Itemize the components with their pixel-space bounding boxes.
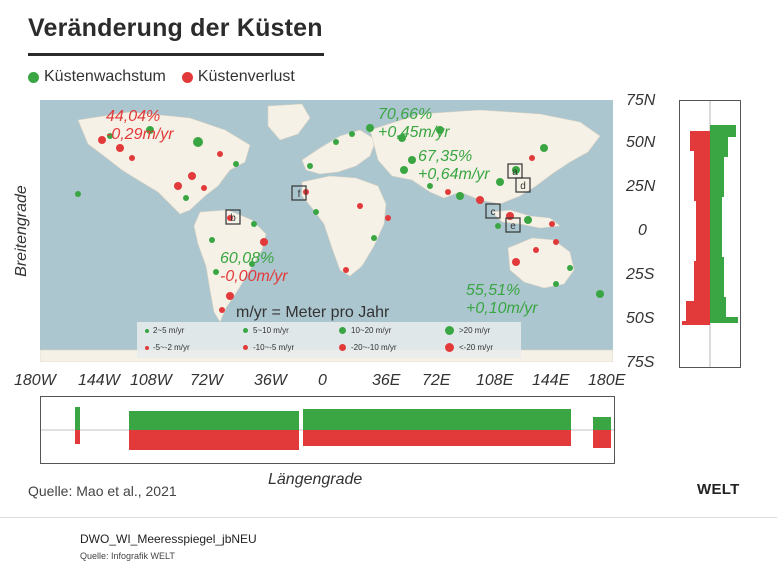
mag-loss-1: -5~-2 m/yr <box>153 343 190 352</box>
red-dot-icon <box>181 71 193 83</box>
region-box-f <box>291 185 307 201</box>
mag-dot-loss-4 <box>445 343 454 352</box>
annotation-eurasia: 70,66% +0,45m/yr <box>378 106 450 142</box>
lon-tick-144w: 144W <box>78 372 120 389</box>
region-label-b: b <box>230 213 236 224</box>
mag-dot-growth-3 <box>339 327 346 334</box>
lon-tick-180w: 180W <box>14 372 56 389</box>
mag-growth-3: 10~20 m/yr <box>351 326 392 335</box>
legend-growth: Küstenwachstum <box>28 68 166 86</box>
lat-tick-50n: 50N <box>626 134 656 151</box>
longitude-profile-red <box>75 430 611 450</box>
annotation-asia: 67,35% +0,64m/yr <box>418 148 490 184</box>
x-axis-label: Längengrade <box>268 471 363 488</box>
mag-dot-growth-1 <box>145 329 149 333</box>
longitude-profile-panel <box>40 396 615 464</box>
legend-loss-label: Küstenverlust <box>197 68 295 85</box>
lon-tick-108e: 108E <box>476 372 514 389</box>
latitude-profile-green <box>710 125 738 323</box>
australia-shape <box>507 237 575 289</box>
region-box-a <box>507 163 523 179</box>
mag-dot-loss-3 <box>339 344 346 351</box>
rate-asia: +0,64m/yr <box>418 166 490 183</box>
pct-asia: 67,35% <box>418 148 473 165</box>
region-label-e: e <box>510 221 516 232</box>
rate-south-america: -0,00m/yr <box>220 268 288 285</box>
region-label-c: c <box>491 207 496 218</box>
latitude-profile-svg <box>682 101 738 367</box>
mag-loss-4: <-20 m/yr <box>459 343 494 352</box>
lat-tick-25s: 25S <box>626 266 655 283</box>
mag-dot-loss-1 <box>145 346 149 350</box>
y-axis-label: Breitengrade <box>13 185 30 277</box>
greenland-shape <box>267 103 311 141</box>
lon-tick-144e: 144E <box>532 372 570 389</box>
lon-tick-36e: 36E <box>372 372 401 389</box>
legend-growth-label: Küstenwachstum <box>44 68 166 85</box>
pct-australia: 55,51% <box>466 282 521 299</box>
africa-shape <box>301 175 387 277</box>
mag-dot-loss-2 <box>243 345 248 350</box>
divider <box>0 517 777 518</box>
legend-loss: Küstenverlust <box>181 68 295 86</box>
pct-eurasia: 70,66% <box>378 106 433 123</box>
region-label-a: a <box>512 167 518 178</box>
lon-tick-0: 0 <box>318 372 327 389</box>
lon-tick-36w: 36W <box>254 372 287 389</box>
longitude-profile-svg <box>41 407 614 450</box>
magnitude-legend: 2~5 m/yr 5~10 m/yr 10~20 m/yr >20 m/yr -… <box>137 322 521 358</box>
mag-growth-4: >20 m/yr <box>459 326 491 335</box>
chart-source: Quelle: Mao et al., 2021 <box>28 483 177 499</box>
lat-tick-75n: 75N <box>626 92 656 109</box>
brand-logo: WELT <box>697 481 740 498</box>
legend: Küstenwachstum Küstenverlust <box>28 68 305 86</box>
mag-dot-growth-2 <box>243 328 248 333</box>
region-box-d <box>515 177 531 193</box>
annotation-south-america: 60,08% -0,00m/yr <box>220 250 288 286</box>
lon-tick-108w: 108W <box>130 372 172 389</box>
mag-growth-2: 5~10 m/yr <box>253 326 289 335</box>
region-label-f: f <box>298 189 301 200</box>
pct-south-america: 60,08% <box>220 250 275 267</box>
mag-dot-growth-4 <box>445 326 454 335</box>
title-underline <box>28 53 324 56</box>
europe-shape <box>301 129 377 175</box>
region-box-c <box>485 203 501 219</box>
region-box-b <box>225 209 241 225</box>
mag-loss-2: -10~-5 m/yr <box>253 343 295 352</box>
lon-tick-72e: 72E <box>422 372 451 389</box>
mag-loss-3: -20~-10 m/yr <box>351 343 397 352</box>
lat-tick-50s: 50S <box>626 310 655 327</box>
latitude-profile-panel <box>679 100 741 368</box>
page-title: Veränderung der Küsten <box>28 14 323 42</box>
image-caption-source: Quelle: Infografik WELT <box>80 551 175 561</box>
region-label-d: d <box>520 181 526 192</box>
rate-eurasia: +0,45m/yr <box>378 124 450 141</box>
annotation-australia: 55,51% +0,10m/yr <box>466 282 538 318</box>
region-boxes: b f a d c e <box>225 163 531 233</box>
lon-tick-72w: 72W <box>190 372 223 389</box>
green-dot-icon <box>28 71 39 83</box>
mag-growth-1: 2~5 m/yr <box>153 326 185 335</box>
region-box-e <box>505 217 521 233</box>
longitude-profile-green <box>75 407 611 430</box>
north-america-shape <box>77 111 251 215</box>
annotation-north-america: 44,04% -0,29m/yr <box>106 108 174 144</box>
rate-australia: +0,10m/yr <box>466 300 538 317</box>
lat-tick-25n: 25N <box>626 178 656 195</box>
asia-shape <box>369 109 601 205</box>
image-caption: DWO_WI_Meeresspiegel_jbNEU <box>80 532 257 546</box>
rate-north-america: -0,29m/yr <box>106 126 174 143</box>
lon-tick-180e: 180E <box>588 372 626 389</box>
lat-tick-0: 0 <box>638 222 647 239</box>
coastal-change-dots <box>75 124 604 313</box>
unit-note: m/yr = Meter pro Jahr <box>236 304 390 321</box>
latitude-profile-red <box>682 131 710 325</box>
lat-tick-75s: 75S <box>626 354 655 371</box>
pct-north-america: 44,04% <box>106 108 161 125</box>
